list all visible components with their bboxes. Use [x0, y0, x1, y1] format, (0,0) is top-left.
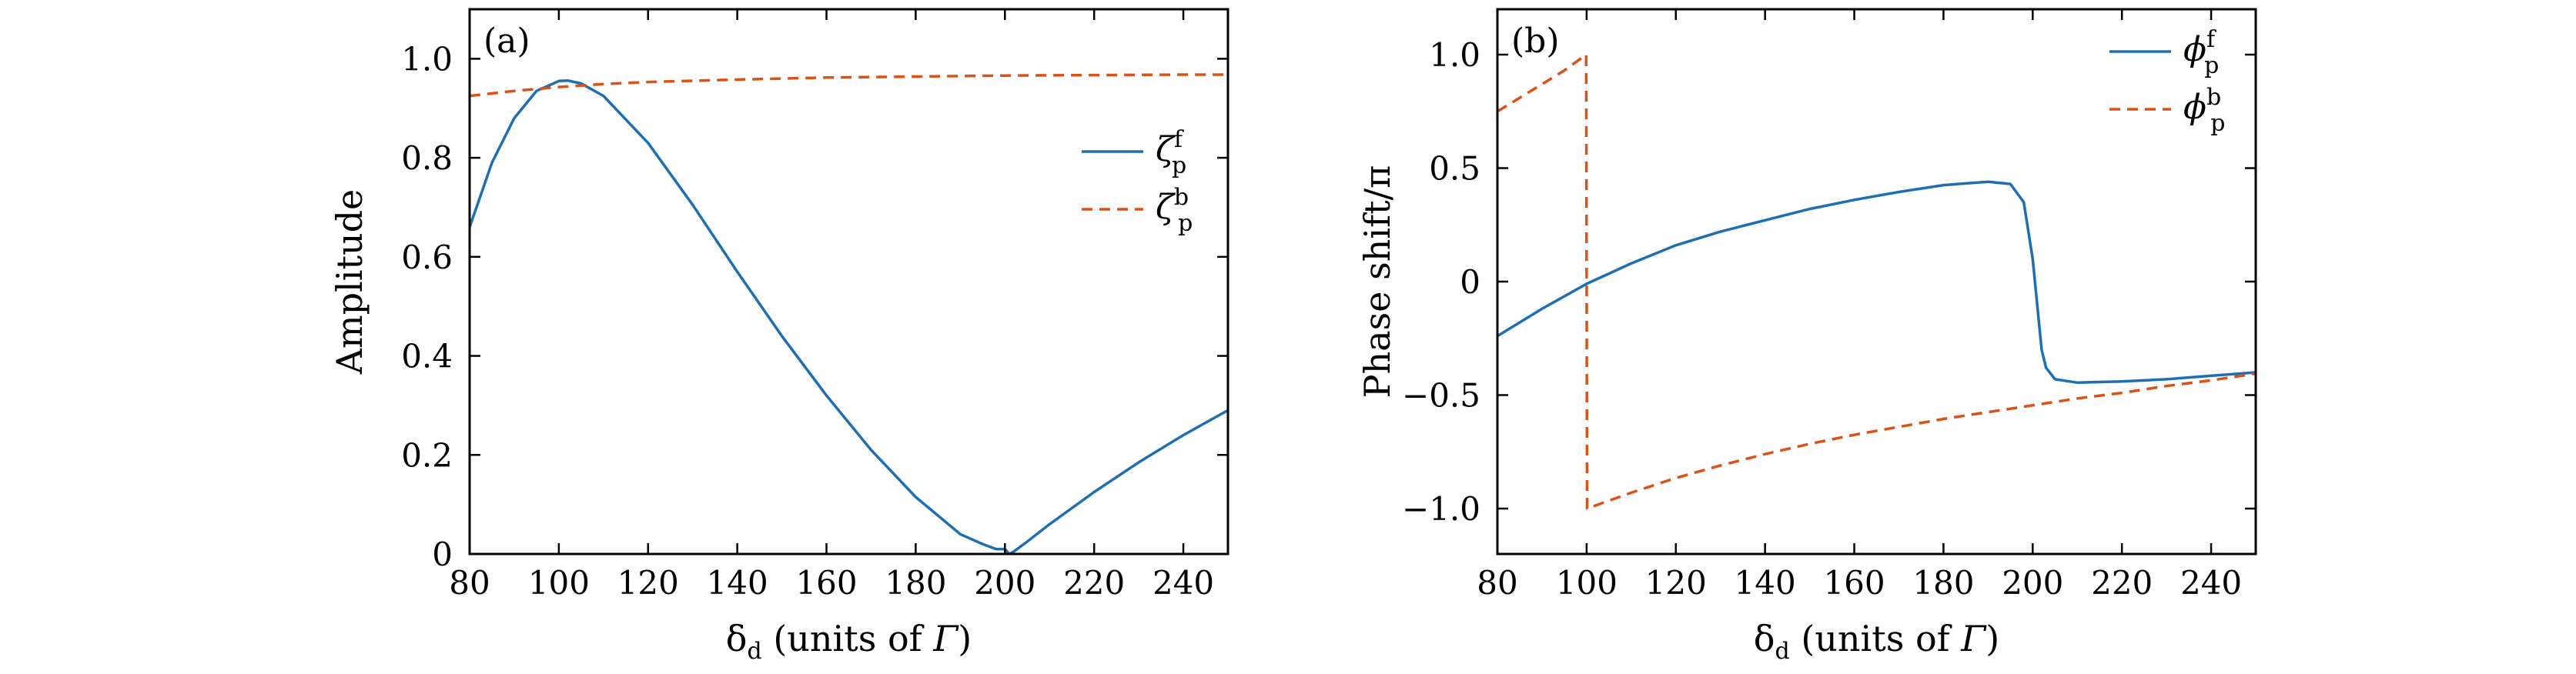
chart-panel-b: 80 100 120 140 160 180 200 220 240 −1.0 −0.5 0 0.5 1.…: [1357, 8, 2257, 665]
panel-label: (a): [483, 22, 530, 61]
legend-label-f: ϕf p: [2183, 26, 2219, 79]
chart-panel-a: 80 100 120 140 160 180 200 220 240 0 0.2 0.4 0.6 0.8 1…: [329, 8, 1229, 665]
x-tick-label: 200: [2002, 564, 2063, 602]
x-tick-label: 160: [1823, 564, 1885, 602]
y-axis-label: Amplitude: [329, 189, 370, 375]
x-tick-label: 160: [795, 564, 857, 602]
y-tick-label: −0.5: [1402, 377, 1480, 415]
y-tick-label: 0: [432, 536, 453, 573]
plot-frame: [1496, 8, 2257, 556]
series-line-b: [470, 73, 1228, 98]
y-tick-label: −1.0: [1402, 490, 1480, 528]
y-tick-label: 0.6: [401, 239, 453, 276]
y-tick-label: 0.5: [1429, 150, 1480, 188]
x-tick-label: 240: [1153, 564, 1214, 602]
x-tick-label: 200: [974, 564, 1035, 602]
series-line-f: [470, 78, 1228, 554]
legend-label-b: ζb p: [1156, 184, 1193, 237]
x-axis-label: δd (units of Γ): [726, 618, 972, 665]
y-tick-label: 1.0: [1429, 36, 1480, 74]
x-tick-label: 220: [2091, 564, 2153, 602]
y-tick-label: 0.8: [401, 139, 453, 177]
x-tick-label: 220: [1063, 564, 1125, 602]
panel-label: (b): [1511, 22, 1560, 61]
y-tick-label: 0.2: [401, 436, 453, 474]
x-axis-label: δd (units of Γ): [1754, 618, 1999, 665]
y-tick-label: 0.4: [401, 338, 453, 375]
x-tick-label: 80: [449, 564, 490, 602]
x-tick-label: 100: [528, 564, 590, 602]
y-tick-label: 0: [1460, 263, 1480, 301]
x-tick-label: 120: [617, 564, 679, 602]
plot-frame: [468, 8, 1229, 556]
x-tick-label: 100: [1556, 564, 1618, 602]
y-tick-label: 1.0: [401, 40, 453, 78]
x-tick-label: 180: [885, 564, 946, 602]
series-line-b: [1497, 53, 2256, 510]
legend-label-f: ζf p: [1156, 126, 1186, 179]
x-tick-label: 80: [1477, 564, 1517, 602]
x-tick-label: 140: [1735, 564, 1796, 602]
x-tick-label: 180: [1912, 564, 1974, 602]
legend-label-b: ϕb p: [2183, 84, 2225, 137]
x-tick-label: 240: [2180, 564, 2242, 602]
series-line-f: [1497, 180, 2256, 385]
y-axis-label: Phase shift/π: [1357, 165, 1398, 399]
x-tick-label: 120: [1645, 564, 1707, 602]
x-tick-label: 140: [707, 564, 768, 602]
